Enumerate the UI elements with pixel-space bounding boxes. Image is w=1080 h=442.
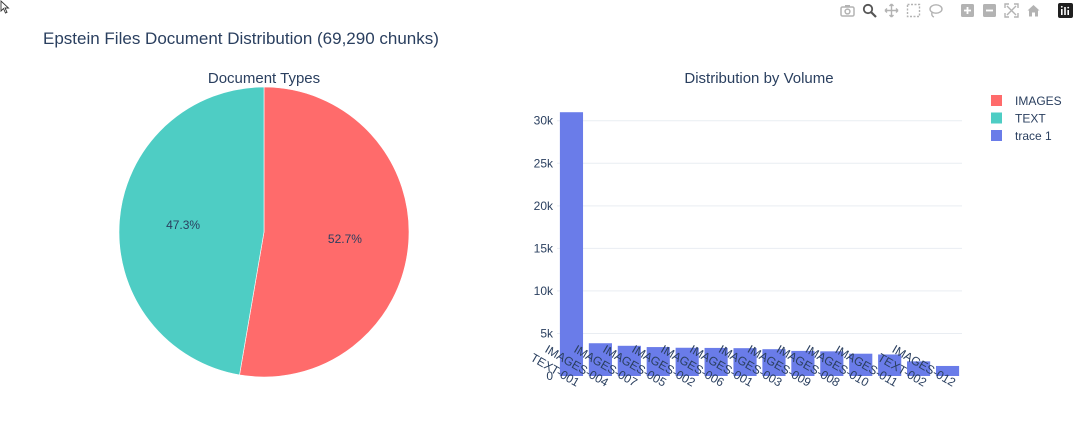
bar xyxy=(907,361,931,376)
legend-item-label[interactable]: IMAGES xyxy=(1015,94,1062,108)
pie-slice-label: 52.7% xyxy=(328,232,362,246)
y-tick-label: 5k xyxy=(540,326,554,340)
bar-chart: 05k10k15k20k25k30kTEXT-001IMAGES-004IMAG… xyxy=(528,112,962,390)
zoom-icon xyxy=(862,3,877,18)
legend-item-label[interactable]: trace 1 xyxy=(1015,129,1052,143)
bar xyxy=(878,354,902,376)
bar xyxy=(588,343,612,376)
camera-button[interactable] xyxy=(838,1,856,19)
bar-chart-title: Distribution by Volume xyxy=(684,70,833,87)
y-tick-label: 15k xyxy=(534,241,554,255)
zoom-out-icon xyxy=(982,3,996,17)
pie-chart: 52.7% 47.3% xyxy=(118,86,410,378)
pan-icon xyxy=(884,3,898,17)
autoscale-button[interactable] xyxy=(1002,1,1020,19)
pie-slice-text xyxy=(118,86,265,376)
pie-slice-label: 47.3% xyxy=(166,218,200,232)
bar xyxy=(646,347,670,376)
y-tick-label: 20k xyxy=(534,199,554,213)
plotly-logo-button[interactable] xyxy=(1056,1,1074,19)
reset-axes-icon xyxy=(1027,4,1039,16)
bar xyxy=(675,347,699,376)
lasso-select-button[interactable] xyxy=(926,1,944,19)
plotly-logo-icon xyxy=(1057,2,1073,18)
y-tick-label: 10k xyxy=(534,284,554,298)
bar xyxy=(704,347,728,376)
bar xyxy=(559,112,584,376)
pan-button[interactable] xyxy=(882,1,900,19)
zoom-in-button[interactable] xyxy=(958,1,976,19)
bar xyxy=(617,345,641,376)
bar xyxy=(849,353,873,376)
bar xyxy=(733,348,757,376)
y-tick-label: 25k xyxy=(534,156,554,170)
box-select-button[interactable] xyxy=(904,1,922,19)
legend-swatch[interactable] xyxy=(991,112,1002,124)
autoscale-icon xyxy=(1003,2,1019,18)
legend: IMAGES TEXT trace 1 xyxy=(991,94,1062,143)
pie-title: Document Types xyxy=(208,70,320,87)
legend-swatch[interactable] xyxy=(991,130,1002,141)
pie-slice-images xyxy=(239,86,410,378)
bar xyxy=(935,365,960,376)
bar xyxy=(820,351,844,376)
y-tick-label: 30k xyxy=(534,114,554,128)
legend-swatch[interactable] xyxy=(991,95,1002,106)
zoom-button[interactable] xyxy=(860,1,878,19)
reset-axes-button[interactable] xyxy=(1024,1,1042,19)
legend-item-label[interactable]: TEXT xyxy=(1015,112,1046,126)
modebar xyxy=(834,0,1074,20)
bar xyxy=(762,349,786,376)
lasso-select-icon xyxy=(928,3,943,18)
y-tick-label: 0 xyxy=(546,369,553,383)
camera-icon xyxy=(839,4,855,17)
bar xyxy=(791,350,815,376)
mouse-cursor-icon xyxy=(0,0,10,14)
zoom-out-button[interactable] xyxy=(980,1,998,19)
figure-title: Epstein Files Document Distribution (69,… xyxy=(43,29,439,48)
zoom-in-icon xyxy=(960,3,974,17)
box-select-icon xyxy=(906,3,920,17)
